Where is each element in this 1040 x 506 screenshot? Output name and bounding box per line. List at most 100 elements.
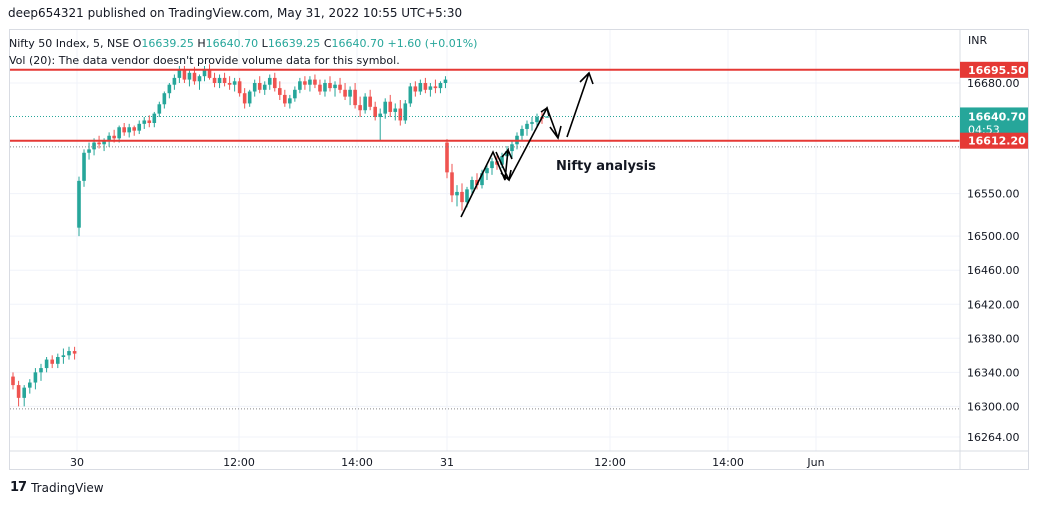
- candle-body: [545, 116, 549, 118]
- candle-body: [438, 83, 443, 89]
- low-label: L: [261, 37, 268, 50]
- candle-body: [343, 89, 347, 97]
- last-price-label: 16640.70: [968, 110, 1026, 123]
- candle-body: [207, 69, 212, 78]
- candle-body: [398, 108, 403, 121]
- candle-body: [378, 113, 382, 118]
- candle-body: [393, 108, 398, 112]
- high-label: H: [197, 37, 206, 50]
- open-value: 16639.25: [141, 37, 194, 50]
- candle-body: [267, 77, 272, 85]
- candle-body: [257, 83, 262, 90]
- candle-body: [39, 368, 43, 373]
- candle-body: [510, 144, 514, 152]
- candle-body: [408, 86, 413, 104]
- candle-body: [283, 94, 287, 104]
- candle-body: [413, 86, 418, 92]
- y-tick-label: 16680.00: [967, 77, 1020, 90]
- candle-body: [142, 120, 147, 124]
- candle-body: [418, 83, 423, 92]
- support-price-box: [960, 132, 1028, 149]
- candle-body: [112, 135, 116, 139]
- candle-body: [353, 89, 357, 106]
- candle-body: [272, 77, 277, 89]
- chart-frame[interactable]: Nifty analysis INR 16680.00 16550.00 16500.0…: [9, 29, 1029, 470]
- candle-body: [102, 140, 106, 145]
- candle-body: [455, 191, 459, 196]
- high-value: 16640.70: [205, 37, 259, 50]
- candle-body: [222, 77, 227, 83]
- candle-body: [293, 89, 297, 99]
- candle-body: [520, 128, 524, 136]
- candle-body: [348, 89, 352, 97]
- candle-body: [383, 101, 388, 114]
- candle-body: [127, 127, 131, 133]
- candle-body: [167, 84, 172, 94]
- y-tick-label: 16500.00: [967, 230, 1020, 243]
- x-tick-label: 14:00: [712, 456, 744, 469]
- price-chart[interactable]: Nifty analysis INR 16680.00 16550.00 16500.0…: [10, 30, 1029, 470]
- x-tick-label: 12:00: [594, 456, 626, 469]
- candle-body: [117, 127, 121, 139]
- tradingview-logo-icon: 17: [10, 480, 27, 495]
- candle-body: [403, 103, 408, 121]
- analysis-arrow-3: [508, 106, 562, 181]
- candle-body: [232, 81, 237, 85]
- analysis-arrow-2: [495, 151, 512, 182]
- x-tick-label: 31: [440, 456, 454, 469]
- annotation-text: Nifty analysis: [556, 159, 656, 174]
- candle-body: [450, 172, 454, 196]
- candle-body: [242, 93, 247, 104]
- candle-body: [50, 359, 54, 364]
- analysis-arrow-5: [566, 71, 594, 138]
- y-tick-label: 16380.00: [967, 332, 1020, 345]
- candle-body: [338, 84, 342, 90]
- candle-body: [358, 105, 362, 111]
- candle-body: [77, 180, 81, 228]
- y-tick-label: 16264.00: [967, 431, 1020, 444]
- y-tick-label: 16300.00: [967, 400, 1020, 413]
- candle-body: [288, 98, 292, 104]
- candle-body: [308, 79, 312, 85]
- candle-body: [500, 156, 504, 165]
- candle-body: [122, 127, 126, 133]
- candle-body: [22, 387, 26, 398]
- candle-body: [303, 81, 307, 85]
- close-value: 16640.70: [331, 37, 385, 50]
- candle-body: [318, 84, 322, 92]
- candle-body: [137, 123, 142, 131]
- candle-body: [44, 359, 49, 369]
- candle-body: [192, 72, 197, 82]
- candle-body: [460, 191, 464, 203]
- y-tick-label: 16550.00: [967, 188, 1020, 201]
- candle-body: [388, 101, 393, 112]
- candle-body: [328, 83, 332, 89]
- candle-body: [162, 93, 167, 105]
- candle-body: [368, 96, 372, 107]
- candle-body: [247, 91, 252, 104]
- candle-body: [107, 135, 111, 141]
- currency-label: INR: [968, 34, 987, 47]
- y-tick-label: 16340.00: [967, 366, 1020, 379]
- candle-body: [433, 86, 438, 89]
- candle-body: [227, 83, 232, 85]
- ohlc-line: Nifty 50 Index, 5, NSE O16639.25 H16640.…: [9, 35, 477, 52]
- candle-body: [152, 113, 157, 123]
- candle-body: [197, 76, 202, 82]
- candle-body: [157, 104, 162, 114]
- candle-body: [470, 180, 474, 190]
- candle-body: [445, 142, 449, 173]
- candle-body: [298, 81, 302, 90]
- candle-body: [182, 70, 187, 80]
- candle-body: [147, 120, 152, 123]
- last-price-box: [960, 107, 1028, 137]
- symbol-label: Nifty 50 Index, 5, NSE: [9, 37, 130, 50]
- brand-name: TradingView: [31, 480, 104, 495]
- chart-legend: Nifty 50 Index, 5, NSE O16639.25 H16640.…: [9, 35, 477, 69]
- footer[interactable]: 17 TradingView: [10, 480, 104, 495]
- candle-body: [56, 357, 60, 364]
- x-tick-label: 30: [70, 456, 84, 469]
- candle-body: [72, 351, 77, 354]
- candle-body: [465, 189, 469, 203]
- candle-body: [67, 351, 71, 356]
